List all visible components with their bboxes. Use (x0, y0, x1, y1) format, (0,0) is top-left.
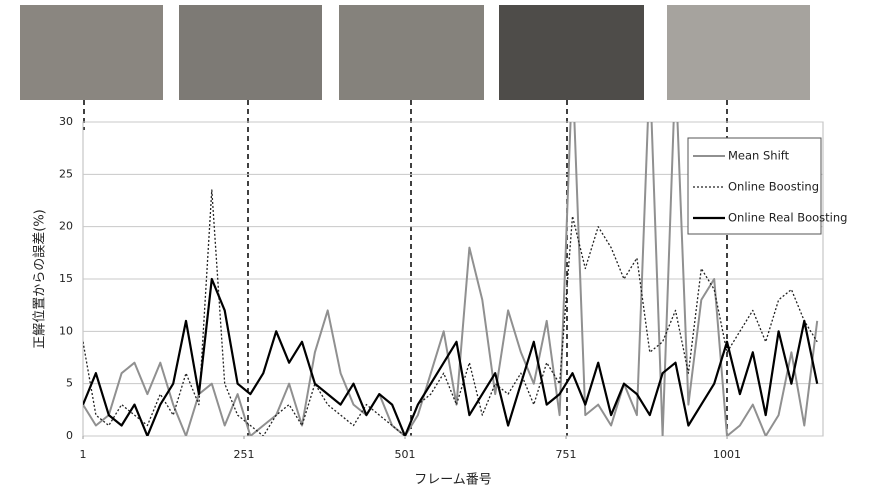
legend-label: Online Boosting (728, 180, 819, 194)
series-line (83, 189, 818, 436)
photos (20, 5, 810, 100)
photo-pointers (83, 100, 728, 436)
plot-lines (83, 122, 819, 436)
x-tick-label: 501 (395, 448, 416, 461)
y-tick-label: 0 (66, 429, 73, 442)
series-line (83, 122, 819, 436)
y-axis-label: 正解位置からの誤差(%) (32, 209, 48, 349)
legend-label: Mean Shift (728, 149, 790, 163)
y-tick-label: 25 (59, 167, 73, 180)
x-tick-label: 751 (556, 448, 577, 461)
legend: Mean Shift Online Boosting Online Real Boo… (687, 137, 847, 235)
y-tick-label: 15 (59, 272, 73, 285)
x-axis-label: フレーム番号 (414, 473, 492, 488)
y-tick-label: 30 (59, 115, 73, 128)
y-tick-label: 20 (59, 220, 73, 233)
legend-box (687, 137, 822, 235)
x-tick-label: 251 (234, 448, 255, 461)
x-tick-label: 1001 (713, 448, 741, 461)
photo (179, 5, 322, 100)
y-tick-label: 10 (59, 324, 73, 337)
photo (339, 5, 484, 100)
x-tick-label: 1 (80, 448, 87, 461)
photo (499, 5, 644, 100)
legend-label: Online Real Boosting (728, 211, 847, 225)
y-tick-label: 5 (66, 377, 73, 390)
series-line (83, 277, 819, 436)
photo (667, 5, 810, 100)
photo (20, 5, 163, 100)
